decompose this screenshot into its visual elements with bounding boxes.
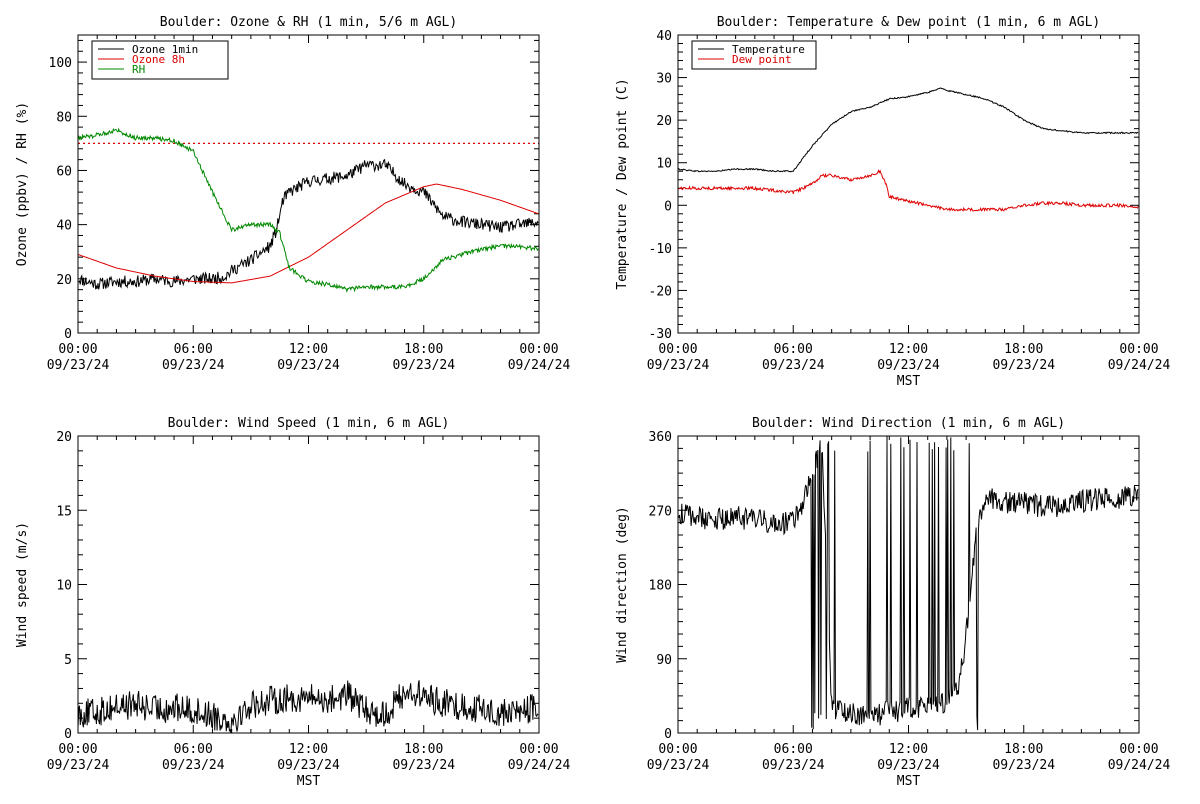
y-tick-label: 0 [64,327,72,342]
y-tick-label: 20 [56,430,72,445]
y-tick-label: 5 [64,653,72,668]
legend-label: Temperature [732,43,805,56]
x-tick-date-label: 09/23/24 [762,758,825,773]
x-tick-label: 12:00 [889,342,928,357]
x-tick-date-label: 09/23/24 [47,758,110,773]
y-axis-label: Temperature / Dew point (C) [615,78,630,289]
x-tick-label: 06:00 [774,342,813,357]
y-tick-label: 80 [56,110,72,125]
chart-panel-1: Boulder: Ozone & RH (1 min, 5/6 m AGL) Oz… [15,15,570,373]
legend-label: Ozone 1min [132,43,198,56]
y-tick-label: 180 [649,579,672,594]
series-line-dew-point [678,169,1139,213]
x-tick-date-label: 09/23/24 [992,358,1055,373]
x-tick-date-label: 09/23/24 [877,758,940,773]
y-tick-label: -20 [649,284,672,299]
y-tick-label: 90 [656,653,672,668]
x-tick-label: 00:00 [1119,342,1158,357]
chart-panel-4: Boulder: Wind Direction (1 min, 6 m AGL)… [615,416,1170,789]
series-line-temperature [678,87,1139,173]
y-tick-label: 30 [656,72,672,87]
y-tick-label: 270 [649,504,672,519]
y-tick-label: 100 [49,56,72,71]
x-tick-label: 00:00 [658,742,697,757]
x-tick-label: 00:00 [519,742,558,757]
x-axis-label: MST [297,774,321,789]
x-tick-label: 06:00 [174,342,213,357]
y-axis-label: Wind direction (deg) [615,506,630,663]
x-tick-label: 00:00 [58,742,97,757]
legend-label: RH [132,63,145,76]
legend-box [91,40,229,80]
chart-title: Boulder: Wind Speed (1 min, 6 m AGL) [168,416,450,431]
x-tick-label: 12:00 [889,742,928,757]
x-tick-date-label: 09/24/24 [1108,758,1171,773]
x-tick-date-label: 09/23/24 [392,358,455,373]
y-tick-label: 20 [656,114,672,129]
x-tick-date-label: 09/23/24 [277,758,340,773]
x-tick-label: 18:00 [1004,742,1043,757]
chart-title: Boulder: Temperature & Dew point (1 min,… [717,15,1101,30]
x-tick-label: 00:00 [658,342,697,357]
legend-label: Ozone 8h [132,53,185,66]
y-tick-label: -10 [649,242,672,257]
x-tick-label: 18:00 [1004,342,1043,357]
x-tick-label: 06:00 [174,742,213,757]
x-tick-date-label: 09/23/24 [47,358,110,373]
x-tick-label: 00:00 [1119,742,1158,757]
chart-title: Boulder: Wind Direction (1 min, 6 m AGL) [752,416,1065,431]
y-tick-label: 40 [56,219,72,234]
plot-frame [77,34,540,334]
x-tick-date-label: 09/23/24 [277,358,340,373]
x-tick-date-label: 09/23/24 [162,758,225,773]
chart-panel-3: Boulder: Wind Speed (1 min, 6 m AGL) Wind… [15,416,570,789]
x-tick-label: 18:00 [404,342,443,357]
plot-frame [77,435,540,734]
y-tick-label: 0 [664,727,672,742]
x-tick-label: 00:00 [58,342,97,357]
x-axis-label: MST [897,374,921,389]
y-tick-label: 15 [56,504,72,519]
x-tick-date-label: 09/23/24 [992,758,1055,773]
x-tick-label: 18:00 [404,742,443,757]
y-tick-label: 10 [656,157,672,172]
series-line-data [78,680,539,733]
x-tick-date-label: 09/23/24 [762,358,825,373]
y-tick-label: 40 [656,29,672,44]
y-tick-label: 20 [56,273,72,288]
x-tick-label: 12:00 [289,742,328,757]
y-axis-label: Ozone (ppbv) / RH (%) [15,102,30,266]
x-tick-label: 12:00 [289,342,328,357]
x-tick-date-label: 09/23/24 [392,758,455,773]
y-axis-label: Wind speed (m/s) [15,522,30,647]
series-line-data [678,436,1139,731]
x-tick-date-label: 09/23/24 [647,758,710,773]
legend-box [691,40,817,70]
y-tick-label: 10 [56,579,72,594]
series-line-ozone-1min [78,158,539,290]
y-tick-label: 360 [649,430,672,445]
plot-frame [677,34,1140,334]
chart-title: Boulder: Ozone & RH (1 min, 5/6 m AGL) [160,15,457,30]
legend-label: Dew point [732,53,792,66]
y-tick-label: -30 [649,327,672,342]
x-axis-label: MST [897,774,921,789]
x-tick-label: 00:00 [519,342,558,357]
x-tick-date-label: 09/24/24 [1108,358,1171,373]
series-line-ozone-8h [78,183,539,284]
chart-panel-2: Boulder: Temperature & Dew point (1 min,… [615,15,1170,389]
x-tick-date-label: 09/24/24 [508,758,571,773]
y-tick-label: 0 [64,727,72,742]
x-tick-date-label: 09/24/24 [508,358,571,373]
y-tick-label: 60 [56,164,72,179]
series-line-rh [78,127,539,293]
y-tick-label: 0 [664,199,672,214]
plot-frame [677,435,1140,734]
x-tick-date-label: 09/23/24 [877,358,940,373]
x-tick-date-label: 09/23/24 [647,358,710,373]
x-tick-label: 06:00 [774,742,813,757]
x-tick-date-label: 09/23/24 [162,358,225,373]
